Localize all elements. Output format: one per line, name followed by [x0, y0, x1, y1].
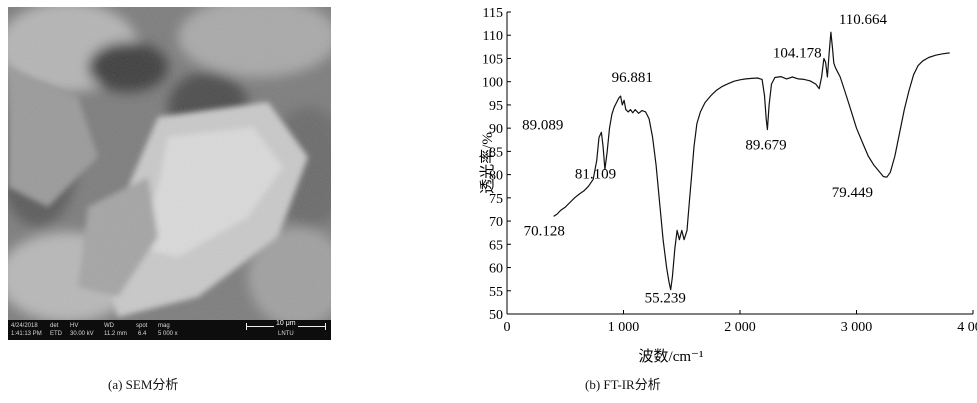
y-tick-label: 90	[489, 122, 503, 137]
y-tick-label: 115	[483, 6, 503, 21]
sem-det-value: ETD	[50, 331, 62, 337]
scale-bar-label: 10 μm	[274, 320, 298, 327]
y-axis-label: 透光率/%	[479, 132, 496, 194]
x-tick-label: 0	[504, 320, 511, 335]
peak-label: 89.679	[745, 138, 786, 154]
peak-label: 79.449	[832, 185, 873, 201]
chart-series	[553, 31, 950, 291]
x-axis-label: 波数/cm⁻¹	[639, 348, 704, 365]
y-tick-label: 85	[489, 145, 503, 160]
y-tick-label: 50	[489, 308, 503, 323]
sem-hv-value: 30.00 kV	[70, 331, 94, 337]
chart-ticks: 50 55 60 65 70 75 80 85 90 95 100 105 110 115 0 1 000 2 …	[482, 6, 977, 335]
sem-date: 4/24/2018	[11, 323, 38, 329]
y-tick-label: 70	[489, 215, 503, 230]
y-tick-label: 110	[483, 29, 503, 44]
sem-wd-label: WD	[104, 323, 114, 329]
sem-time: 1:41:13 PM	[11, 331, 42, 337]
x-tick-label: 2 000	[724, 320, 756, 335]
y-tick-label: 80	[489, 169, 503, 184]
peak-label: 104.178	[773, 45, 822, 61]
chart-axes	[506, 12, 973, 315]
sem-det-label: det	[50, 323, 59, 329]
sem-info-bar: 4/24/2018 1:41:13 PM det ETD HV 30.00 kV…	[8, 320, 331, 340]
peak-label: 81.109	[575, 166, 616, 182]
sem-spot-label: spot	[136, 323, 148, 329]
chart-annotations: 110.664 104.178 96.881 89.089 81.109 89.679 79…	[522, 12, 887, 307]
x-tick-label: 3 000	[841, 320, 873, 335]
x-tick-label: 1 000	[608, 320, 640, 335]
y-tick-label: 60	[489, 262, 503, 277]
y-tick-label: 105	[482, 52, 503, 67]
peak-label: 55.239	[645, 291, 686, 307]
peak-label: 96.881	[612, 70, 653, 86]
y-tick-label: 75	[489, 192, 503, 207]
peak-label: 89.089	[522, 117, 563, 133]
sem-texture	[8, 7, 331, 340]
sem-caption: (a) SEM分析	[108, 377, 179, 392]
y-tick-label: 100	[482, 76, 503, 91]
sem-spot-value: 6.4	[138, 331, 147, 337]
y-tick-label: 65	[489, 238, 503, 253]
sem-hv-label: HV	[70, 323, 79, 329]
sem-mag-label: mag	[158, 323, 170, 329]
y-tick-label: 95	[489, 99, 503, 114]
sem-mag-value: 5 000 x	[158, 331, 178, 337]
peak-label: 70.128	[524, 223, 565, 239]
x-tick-label: 4 000	[957, 320, 977, 335]
ftir-caption: (b) FT-IR分析	[585, 377, 661, 392]
ftir-chart: 50 55 60 65 70 75 80 85 90 95 100 105 110 115 0 1 000 2 …	[479, 6, 977, 365]
spectrum-line	[553, 31, 950, 291]
y-tick-label: 55	[489, 285, 503, 300]
sem-wd-value: 11.2 mm	[104, 331, 127, 337]
sem-institution: LNTU	[278, 331, 294, 337]
sem-micrograph: 4/24/2018 1:41:13 PM det ETD HV 30.00 kV…	[8, 7, 331, 340]
peak-label: 110.664	[839, 12, 888, 28]
